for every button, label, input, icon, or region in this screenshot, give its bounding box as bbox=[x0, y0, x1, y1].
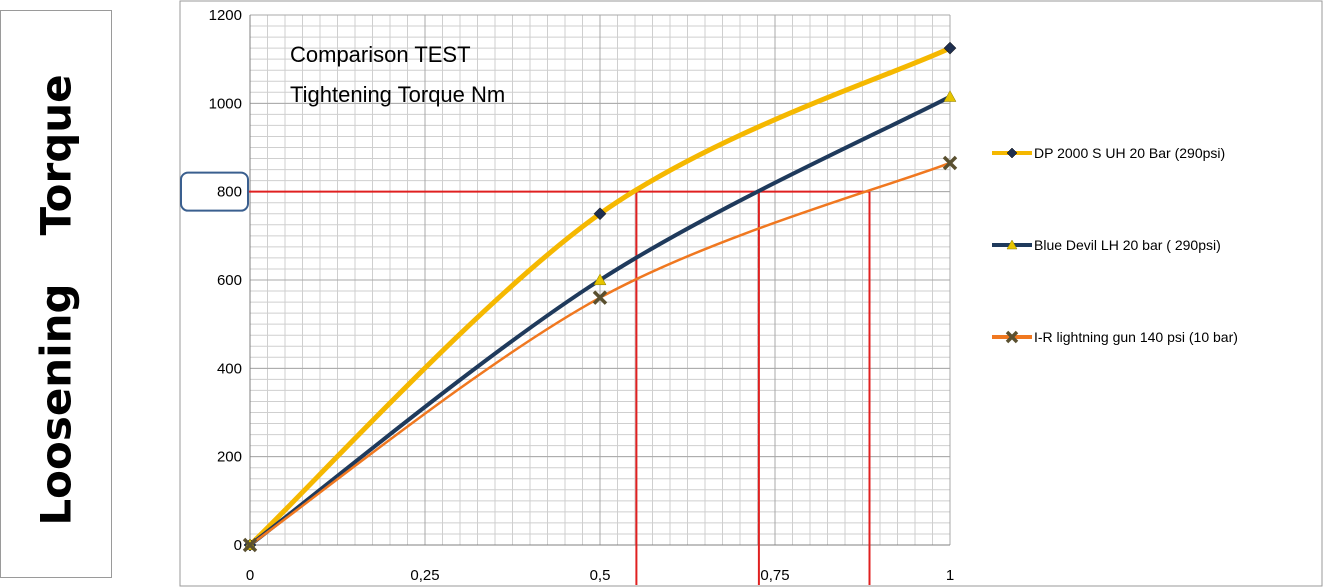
series-line bbox=[248, 45, 952, 547]
chart-subtitle: Tightening Torque Nm bbox=[290, 82, 505, 107]
legend-item: Blue Devil LH 20 bar ( 290psi) bbox=[992, 237, 1221, 253]
y-tick-highlight-box bbox=[180, 171, 249, 212]
data-point bbox=[592, 290, 608, 305]
data-point bbox=[593, 273, 607, 286]
legend-marker bbox=[1006, 147, 1018, 159]
data-point bbox=[242, 537, 258, 553]
chart-title: Comparison TEST bbox=[290, 42, 471, 67]
y-tick-label: 400 bbox=[217, 360, 242, 377]
legend-marker bbox=[1006, 239, 1018, 250]
legend: DP 2000 S UH 20 Bar (290psi) Blue Devil L… bbox=[992, 145, 1238, 345]
x-tick-label: 0,25 bbox=[410, 567, 439, 584]
x-tick-label: 0,75 bbox=[760, 567, 789, 584]
legend-item: DP 2000 S UH 20 Bar (290psi) bbox=[992, 145, 1225, 161]
y-tick-label: 1000 bbox=[209, 95, 242, 112]
x-tick-label: 1 bbox=[946, 567, 954, 584]
legend-label: I-R lightning gun 140 psi (10 bar) bbox=[1034, 329, 1238, 345]
x-tick-label: 0,5 bbox=[590, 567, 611, 584]
y-tick-label: 200 bbox=[217, 449, 242, 466]
legend-label: Blue Devil LH 20 bar ( 290psi) bbox=[1034, 237, 1221, 253]
y-tick-label: 1200 bbox=[209, 7, 242, 24]
y-axis-label-box bbox=[0, 10, 112, 578]
series-3 bbox=[242, 155, 958, 553]
legend-marker bbox=[1005, 330, 1019, 344]
data-point bbox=[942, 155, 958, 171]
data-point bbox=[943, 90, 957, 102]
y-tick-label: 600 bbox=[217, 272, 242, 289]
data-point bbox=[593, 207, 607, 221]
data-point bbox=[943, 41, 957, 55]
legend-label: DP 2000 S UH 20 Bar (290psi) bbox=[1034, 145, 1225, 161]
x-tick-label: 0 bbox=[246, 567, 254, 584]
y-tick-label: 800 bbox=[217, 184, 242, 201]
y-tick-label: 0 bbox=[234, 537, 242, 554]
legend-item: I-R lightning gun 140 psi (10 bar) bbox=[992, 329, 1238, 345]
chart-border bbox=[179, 0, 1323, 587]
